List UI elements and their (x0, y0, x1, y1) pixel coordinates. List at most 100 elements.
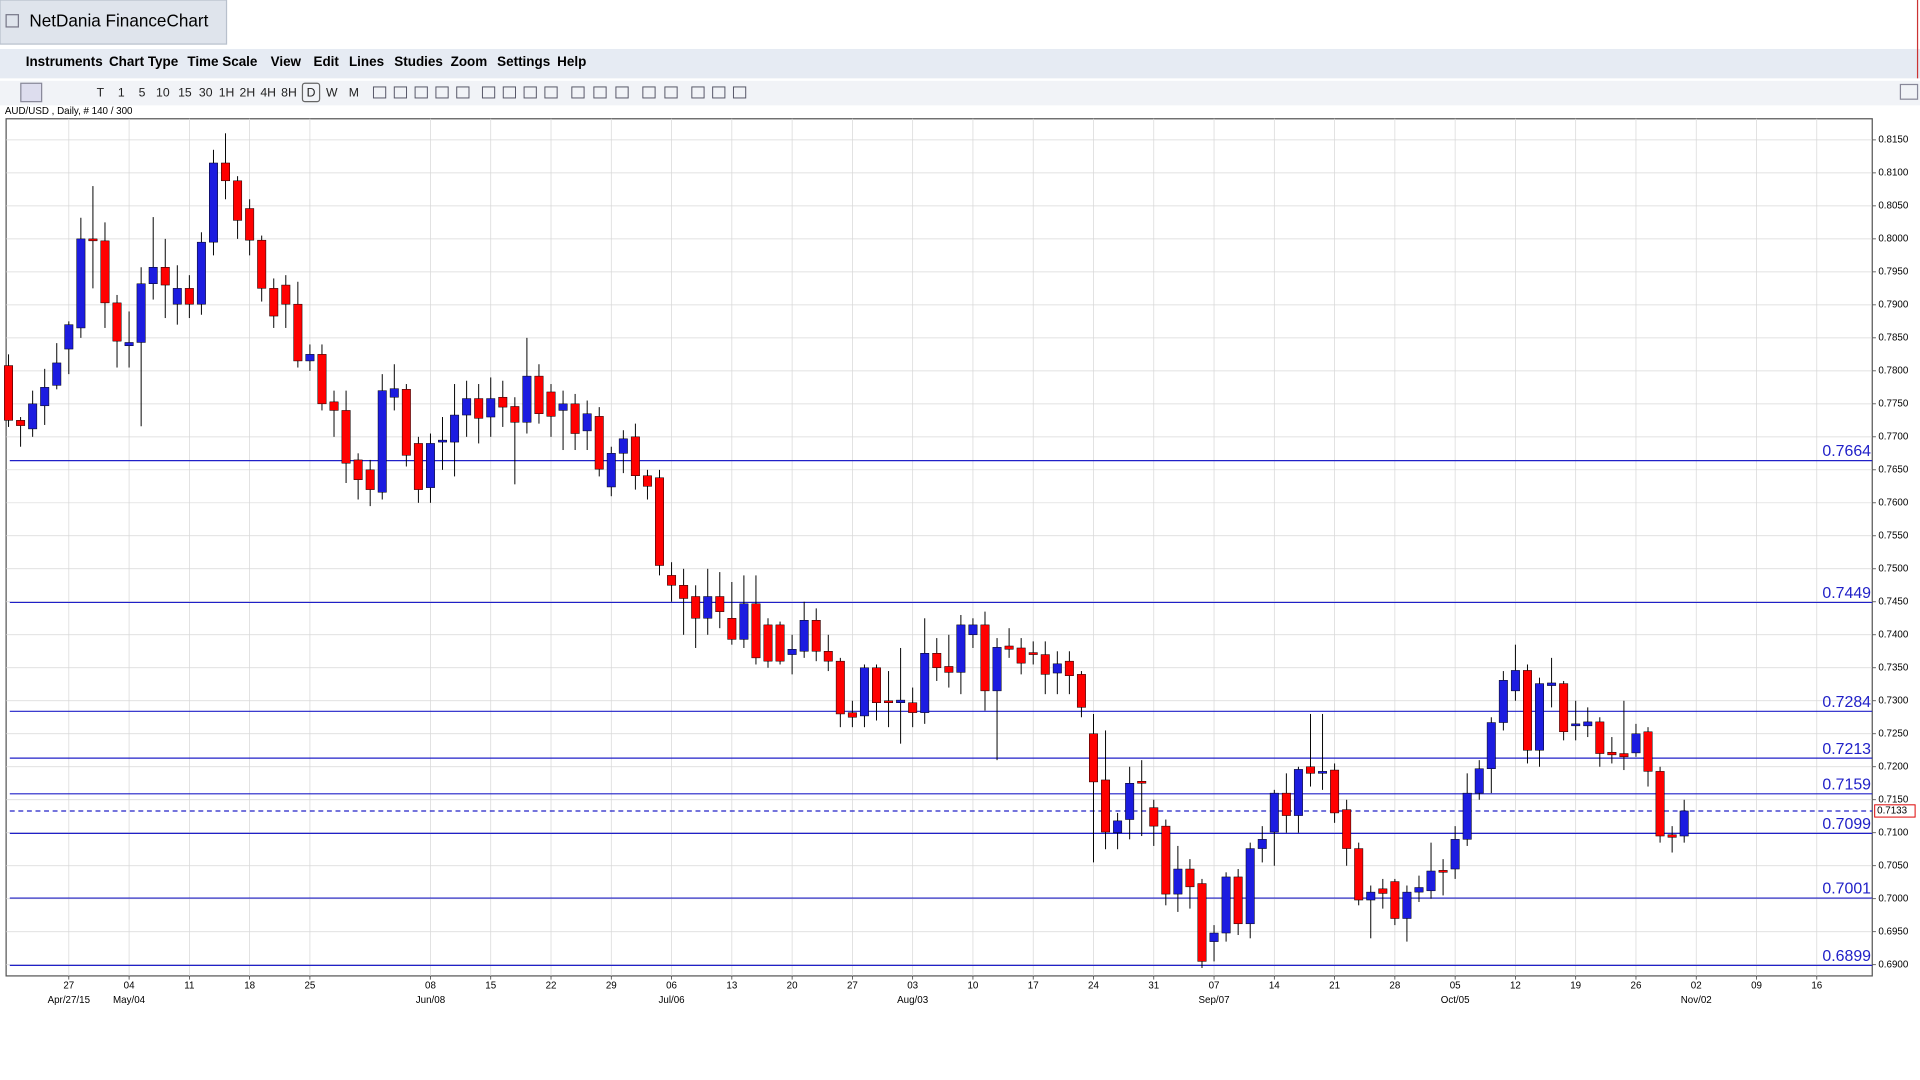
toolbar-icon[interactable] (523, 86, 537, 99)
menu-item[interactable]: Time Scale (187, 54, 258, 69)
month-label: Jul/06 (659, 995, 686, 1006)
menu-item[interactable]: Settings (497, 54, 550, 69)
candle-body (727, 618, 737, 640)
menu-item[interactable]: View (271, 54, 302, 69)
level-label: 0.7159 (1822, 776, 1871, 793)
title-bar (0, 0, 1920, 47)
candle-body (28, 403, 38, 430)
app-tab[interactable] (0, 0, 228, 45)
toolbar-icon[interactable] (544, 86, 558, 99)
toolbar-icon[interactable] (481, 86, 496, 99)
menu-item[interactable]: Chart Type (109, 54, 179, 69)
toolbar-button[interactable]: 10 (156, 85, 170, 99)
x-tick-label: 31 (1148, 980, 1159, 991)
candle-body (124, 342, 134, 347)
candle-body (1185, 868, 1195, 888)
candle-body (582, 413, 592, 432)
toolbar-button[interactable]: W (326, 85, 338, 99)
candle-body (956, 624, 966, 673)
candle-body (401, 389, 411, 456)
x-tick-label: 27 (847, 980, 858, 991)
candle-body (64, 324, 74, 350)
candle-body (209, 162, 218, 243)
toolbar-button[interactable]: 1 (118, 85, 125, 99)
levels: 0.7664 0.7449 0.7284 0.7213 0.7159 0.7099 0.70… (9, 443, 1873, 966)
tool-candles[interactable] (20, 82, 43, 103)
menu-item[interactable]: Instruments (26, 54, 103, 69)
y-tick-label: 0.7750 (1878, 398, 1908, 409)
candle-body (4, 365, 13, 421)
toolbar-button[interactable]: D (307, 85, 316, 99)
candle-body (691, 596, 701, 619)
toolbar-button[interactable]: 2H (240, 85, 256, 99)
toolbar-icon[interactable] (393, 86, 408, 99)
menu-item[interactable]: Edit (313, 54, 339, 69)
tool-panel[interactable] (1899, 83, 1919, 100)
candle-body (233, 180, 243, 221)
toolbar-icon[interactable] (456, 86, 470, 99)
toolbar-icon[interactable] (372, 86, 387, 99)
toolbar-button[interactable]: 8H (281, 85, 297, 99)
toolbar-icon[interactable] (691, 86, 705, 99)
toolbar-icon[interactable] (712, 86, 726, 99)
candle-body (1486, 722, 1496, 769)
toolbar-button[interactable]: 5 (139, 85, 146, 99)
x-tick-label: 16 (1811, 980, 1822, 991)
month-label: Apr/27/15 (48, 995, 91, 1006)
candle-body (1318, 771, 1327, 774)
toolbar-icon[interactable] (414, 86, 428, 99)
candle-body (1040, 654, 1050, 675)
menu-item[interactable]: Help (557, 54, 586, 69)
toolbar-button[interactable]: 4H (260, 85, 276, 99)
candle-body (932, 653, 942, 669)
x-tick-label: 07 (1209, 980, 1220, 991)
toolbar-icon[interactable] (615, 86, 629, 99)
candle-body (1064, 660, 1074, 676)
candle-body (570, 403, 580, 434)
candle-body (835, 660, 845, 715)
x-tick-label: 04 (124, 980, 135, 991)
toolbar-icon[interactable] (732, 86, 747, 99)
toolbar-button[interactable]: 15 (178, 85, 192, 99)
candle-body (1366, 891, 1376, 901)
toolbar-button[interactable]: M (349, 85, 359, 99)
candle-body (413, 443, 423, 490)
toolbar-button[interactable]: 30 (199, 85, 213, 99)
y-tick-label: 0.7650 (1878, 464, 1908, 475)
candle-body (1607, 751, 1617, 756)
toolbar-icon[interactable] (593, 86, 607, 99)
toolbar-button[interactable]: T (97, 85, 105, 99)
menu-item[interactable]: Zoom (451, 54, 488, 69)
x-tick-label: 14 (1269, 980, 1280, 991)
y-tick-label: 0.7250 (1878, 728, 1908, 739)
x-tick-label: 18 (244, 980, 255, 991)
candle-body (775, 624, 785, 662)
menu-item[interactable]: Lines (349, 54, 384, 69)
candle-body (1426, 870, 1436, 892)
candle-body (269, 288, 279, 317)
toolbar-icon[interactable] (502, 86, 516, 99)
candle-body (811, 620, 821, 652)
y-tick-label: 0.7900 (1878, 299, 1908, 310)
toolbar-icon[interactable] (642, 86, 656, 99)
candle-body (1293, 769, 1303, 816)
y-tick-label: 0.8150 (1878, 134, 1908, 145)
menu-item[interactable]: Studies (394, 54, 443, 69)
candle-body (799, 620, 809, 652)
candle-body (40, 387, 50, 407)
candle-body (112, 302, 122, 342)
toolbar-icon[interactable] (664, 86, 678, 99)
x-tick-label: 08 (425, 980, 436, 991)
current-price-box (1874, 804, 1916, 818)
candle-body (425, 443, 435, 488)
toolbar-icon[interactable] (435, 86, 449, 99)
x-tick-label: 11 (184, 980, 194, 991)
toolbar-icon[interactable] (571, 86, 585, 99)
candle-body (281, 284, 291, 305)
candle-body (1089, 733, 1098, 783)
plot-area (5, 118, 1873, 977)
toolbar-button[interactable]: 1H (219, 85, 235, 99)
y-tick-label: 0.7100 (1878, 827, 1908, 838)
x-tick-label: 27 (63, 980, 74, 991)
